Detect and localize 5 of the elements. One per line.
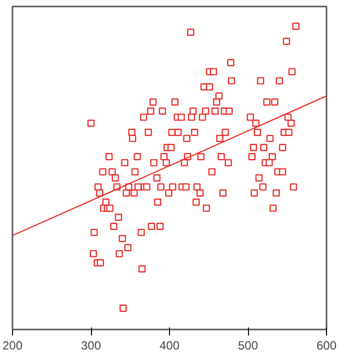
x-tick-label: 600: [316, 338, 337, 352]
x-tick-label: 400: [159, 338, 180, 352]
x-tick-label: 300: [80, 338, 102, 352]
x-tick-label: 500: [238, 338, 258, 352]
x-tick-label: 200: [2, 338, 23, 352]
